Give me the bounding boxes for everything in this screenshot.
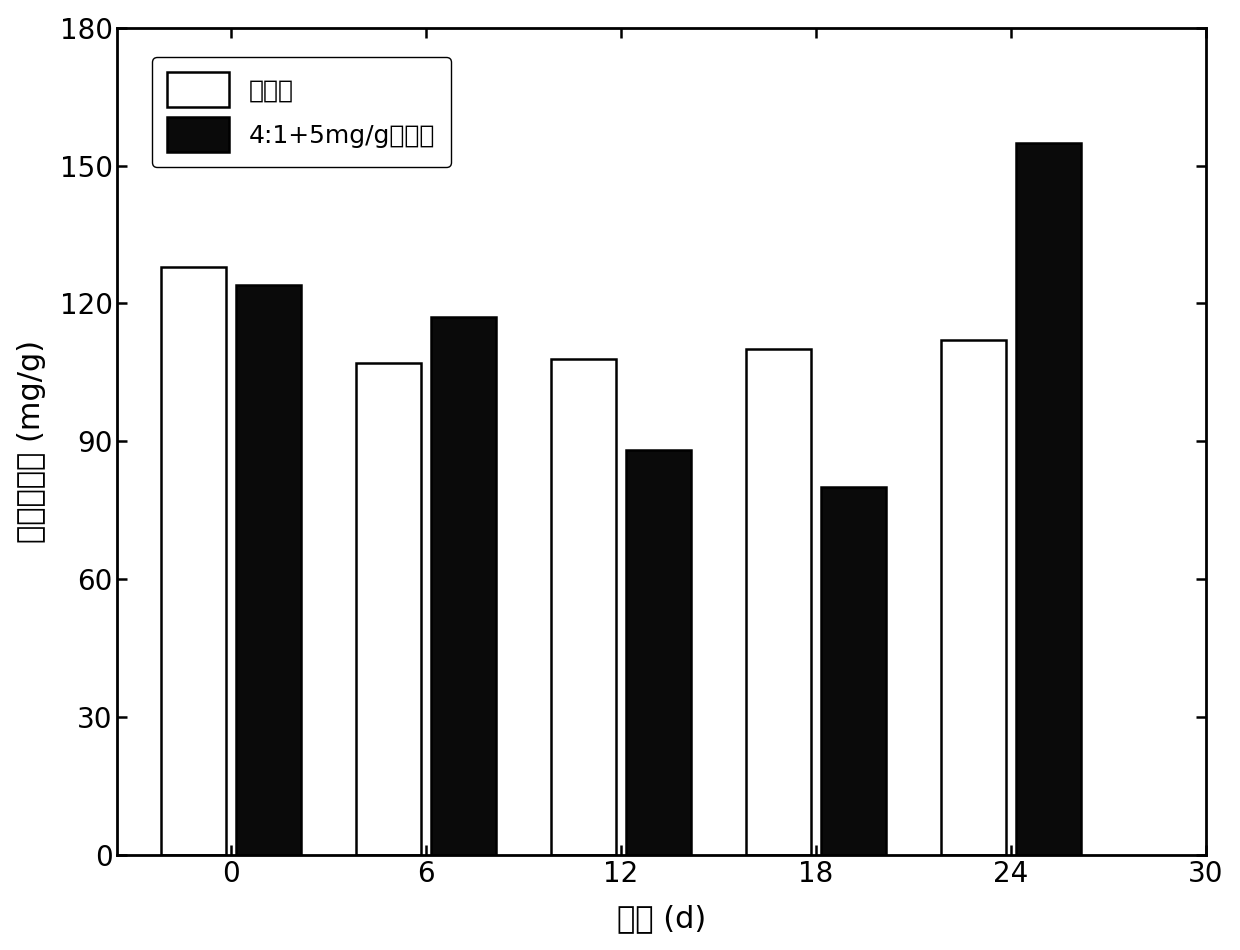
- Bar: [1016, 142, 1080, 855]
- Legend: 原污泥, 4:1+5mg/g儿茶酚: 原污泥, 4:1+5mg/g儿茶酚: [151, 57, 450, 167]
- Y-axis label: 腐殖酸含量 (mg/g): 腐殖酸含量 (mg/g): [16, 340, 46, 542]
- Bar: [356, 363, 422, 855]
- Bar: [821, 487, 885, 855]
- X-axis label: 时间 (d): 时间 (d): [616, 904, 706, 933]
- Bar: [236, 285, 301, 855]
- Bar: [551, 358, 616, 855]
- Bar: [746, 350, 811, 855]
- Bar: [161, 267, 226, 855]
- Bar: [941, 340, 1006, 855]
- Bar: [430, 317, 496, 855]
- Bar: [626, 450, 691, 855]
